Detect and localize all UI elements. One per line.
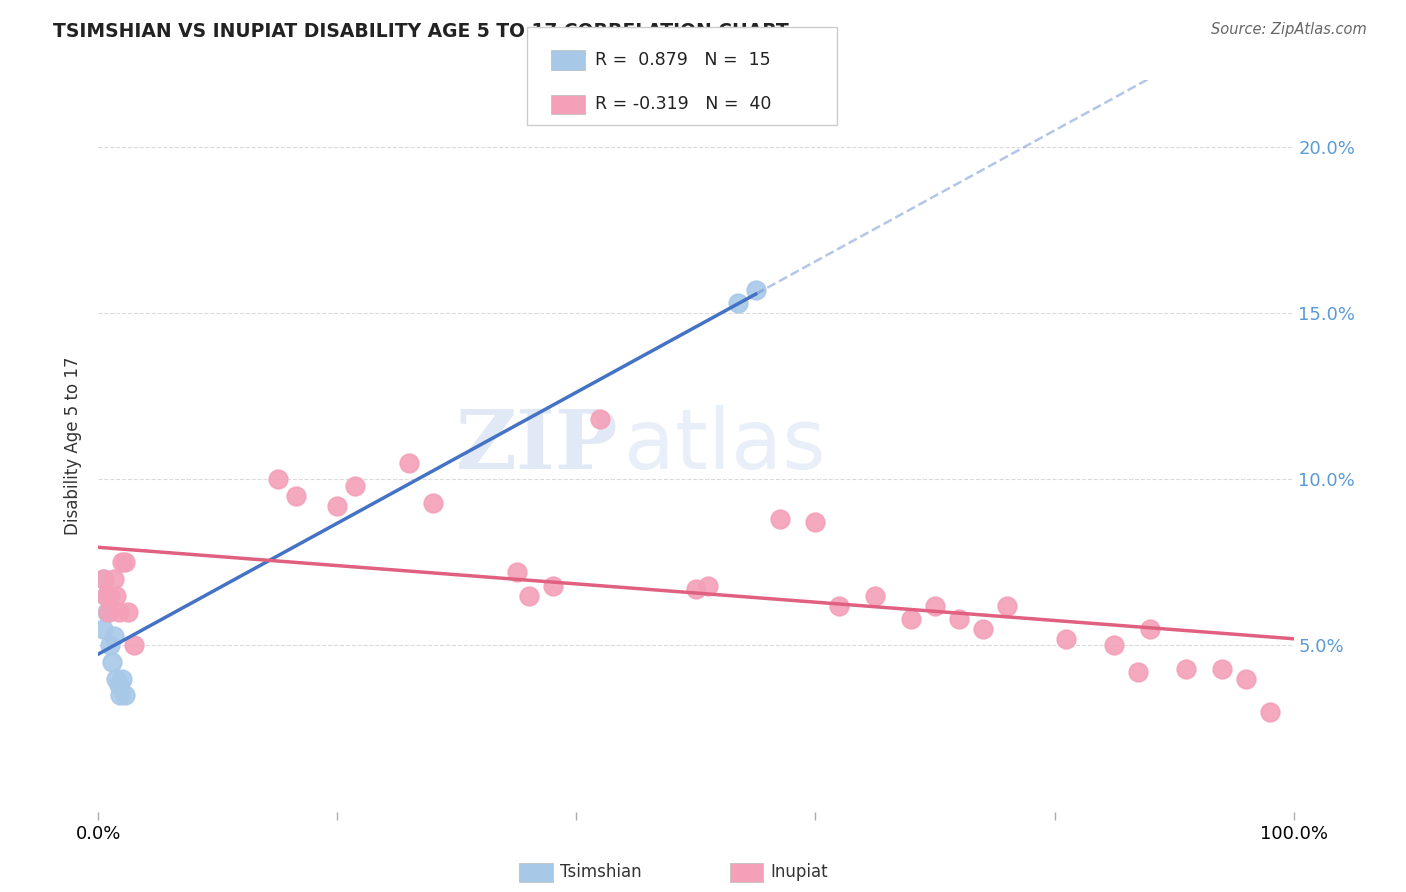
Point [1175,662,1198,676]
Point [98,605,121,619]
Point [865,589,887,603]
Point [1128,665,1150,679]
Text: ZIP: ZIP [456,406,619,486]
Point [1234,672,1257,686]
Point [804,516,827,530]
Point [114,555,136,569]
Point [103,572,125,586]
Point [93,572,115,586]
Point [1104,639,1126,653]
Point [98,639,122,653]
Point [697,579,720,593]
Point [344,479,367,493]
Point [105,589,128,603]
Point [97,605,120,619]
Text: Inupiat: Inupiat [770,863,828,881]
Point [284,489,307,503]
Point [100,655,122,669]
Point [995,599,1018,613]
Point [94,589,117,603]
Point [972,622,994,636]
Point [107,678,129,692]
Text: R = -0.319   N =  40: R = -0.319 N = 40 [595,95,770,113]
Point [900,612,922,626]
Point [267,472,290,486]
Point [94,589,117,603]
Point [745,283,768,297]
Point [108,689,131,703]
Point [924,599,946,613]
Point [103,628,125,642]
Point [96,605,118,619]
Point [107,605,129,619]
Point [422,495,444,509]
Point [1056,632,1078,646]
Text: Source: ZipAtlas.com: Source: ZipAtlas.com [1211,22,1367,37]
Point [91,572,114,586]
Text: TSIMSHIAN VS INUPIAT DISABILITY AGE 5 TO 17 CORRELATION CHART: TSIMSHIAN VS INUPIAT DISABILITY AGE 5 TO… [53,22,789,41]
Point [98,589,122,603]
Y-axis label: Disability Age 5 to 17: Disability Age 5 to 17 [65,357,83,535]
Point [768,512,790,526]
Point [1139,622,1161,636]
Point [727,296,749,310]
Text: R =  0.879   N =  15: R = 0.879 N = 15 [595,51,770,69]
Point [517,589,540,603]
Point [105,672,128,686]
Point [124,639,146,653]
Point [828,599,851,613]
Text: atlas: atlas [624,406,825,486]
Point [589,412,612,426]
Point [685,582,707,596]
Point [114,689,136,703]
Point [111,672,134,686]
Point [1258,705,1281,719]
Point [541,579,564,593]
Point [111,555,134,569]
Point [117,605,139,619]
Point [326,499,349,513]
Point [506,566,529,580]
Point [1211,662,1233,676]
Point [948,612,970,626]
Text: Tsimshian: Tsimshian [560,863,641,881]
Point [91,622,114,636]
Point [398,456,420,470]
